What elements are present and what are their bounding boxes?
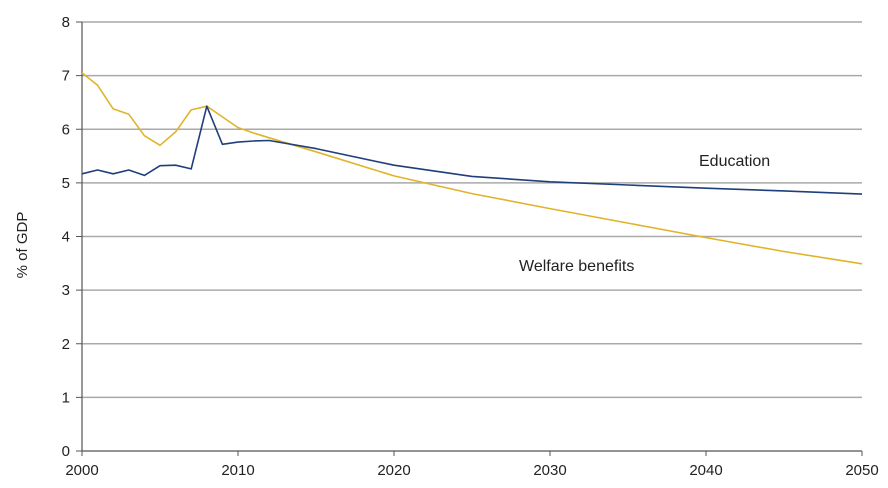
y-tick-label-8: 8	[62, 14, 70, 31]
y-tick-label-3: 3	[62, 282, 70, 299]
gridlines	[82, 21, 862, 399]
x-tick-label-2000: 2000	[65, 462, 98, 479]
y-tick-label-2: 2	[62, 336, 70, 353]
tick-labels: 0 1 2 3 4 5 6 7 8 2000 2010 2020 2030 2040 2050	[62, 14, 879, 479]
x-tick-label-2010: 2010	[221, 462, 254, 479]
x-tick-label-2030: 2030	[533, 462, 566, 479]
y-tick-label-1: 1	[62, 389, 70, 406]
y-tick-label-4: 4	[62, 229, 70, 246]
y-tick-label-6: 6	[62, 121, 70, 138]
education-series-label: Education	[699, 153, 770, 170]
y-axis-title: % of GDP	[14, 212, 31, 279]
series-lines	[81, 72, 863, 265]
series-line-welfare-benefits	[81, 72, 863, 265]
x-tick-label-2050: 2050	[845, 462, 878, 479]
y-tick-label-0: 0	[62, 443, 70, 460]
y-tick-label-5: 5	[62, 175, 70, 192]
y-tick-label-7: 7	[62, 68, 70, 85]
welfare-benefits-series-label: Welfare benefits	[519, 258, 634, 275]
series-line-education	[81, 105, 863, 195]
x-tick-label-2020: 2020	[377, 462, 410, 479]
axes	[76, 21, 863, 456]
x-tick-label-2040: 2040	[689, 462, 722, 479]
